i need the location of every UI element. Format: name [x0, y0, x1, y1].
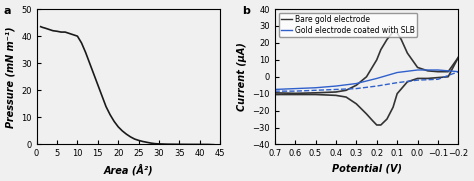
- Text: a: a: [3, 6, 11, 16]
- X-axis label: Potential (V): Potential (V): [331, 164, 401, 174]
- Text: b: b: [242, 6, 249, 16]
- Legend: Bare gold electrode, Gold electrode coated with SLB: Bare gold electrode, Gold electrode coat…: [279, 13, 418, 37]
- Y-axis label: Current (μA): Current (μA): [237, 42, 246, 111]
- Y-axis label: Pressure (mN m⁻¹): Pressure (mN m⁻¹): [6, 26, 16, 128]
- X-axis label: Area (Å²): Area (Å²): [104, 164, 153, 175]
